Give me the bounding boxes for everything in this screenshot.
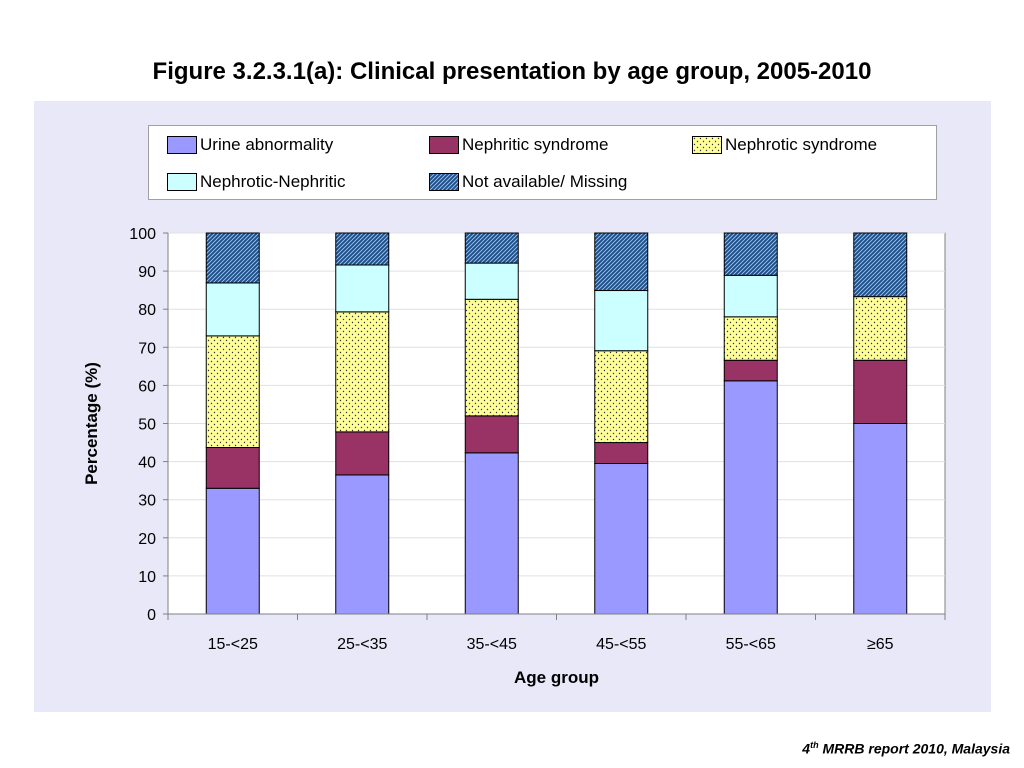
- legend-label: Nephritic syndrome: [462, 135, 609, 154]
- bar-segment-not-available-missing: [723, 232, 778, 276]
- legend-label: Nephrotic-Nephritic: [200, 172, 346, 191]
- bar-segment-urine-abnormality: [335, 474, 390, 615]
- x-tick-label: 55-<65: [726, 636, 776, 653]
- x-tick-label: 25-<35: [337, 636, 387, 653]
- x-tick-label: 35-<45: [467, 636, 517, 653]
- x-tick-label: 45-<55: [596, 636, 646, 653]
- bar-segment-urine-abnormality: [853, 423, 908, 615]
- bar-segment-nephrotic-syndrome: [335, 311, 390, 433]
- bar-segment-not-available-missing: [853, 232, 908, 298]
- bar-segment-nephritic-syndrome: [853, 359, 908, 424]
- bar-segment-nephritic-syndrome: [335, 431, 390, 476]
- bar-segment-urine-abnormality: [205, 487, 260, 615]
- page-title: Figure 3.2.3.1(a): Clinical presentation…: [152, 58, 872, 85]
- bar-segment-nephrotic-nephritic: [723, 274, 778, 318]
- bar-segment-nephrotic-nephritic: [205, 282, 260, 337]
- footer-ordinal-suffix: th: [810, 740, 819, 750]
- bar-segment-nephrotic-nephritic: [464, 262, 519, 300]
- bar-segment-nephrotic-syndrome: [464, 298, 519, 417]
- x-axis-label: Age group: [514, 668, 599, 687]
- legend-swatch-nephrotic-syndrome: [692, 136, 722, 154]
- bar-segment-nephritic-syndrome: [205, 447, 260, 489]
- bars: [205, 232, 908, 615]
- y-tick-label: 10: [138, 569, 156, 586]
- bar-segment-nephrotic-syndrome: [594, 350, 649, 444]
- bar-segment-not-available-missing: [464, 232, 519, 264]
- y-tick-label: 80: [138, 302, 156, 319]
- axes: 0 10 20 30 40 50 60 70 80 90 100 15-<25 25-<35 35-<45…: [129, 226, 946, 653]
- y-tick-label: 30: [138, 493, 156, 510]
- bar-segment-nephrotic-syndrome: [205, 335, 260, 449]
- grid-lines: [168, 232, 945, 577]
- bar-segment-nephrotic-nephritic: [594, 290, 649, 352]
- y-axis-label: Percentage (%): [82, 362, 101, 485]
- y-tick-label: 0: [147, 607, 156, 624]
- y-tick-label: 40: [138, 455, 156, 472]
- bar-segment-urine-abnormality: [723, 380, 778, 615]
- y-tick-label: 20: [138, 531, 156, 548]
- footer-ordinal: 4: [802, 740, 811, 757]
- bar-segment-nephrotic-nephritic: [335, 264, 390, 313]
- x-tick-label: 15-<25: [208, 636, 258, 653]
- legend-swatch-urine-abnormality: [167, 136, 197, 154]
- legend-swatch-nephrotic-nephritic: [167, 173, 197, 191]
- legend-item-not-available: Not available/ Missing: [429, 170, 627, 194]
- bar-segment-urine-abnormality: [464, 452, 519, 615]
- chart-legend: Urine abnormality Nephritic syndrome Nep…: [148, 125, 937, 200]
- legend-item-nephrotic-syndrome: Nephrotic syndrome: [692, 133, 877, 157]
- legend-swatch-not-available: [429, 173, 459, 191]
- y-tick-label: 50: [138, 417, 156, 434]
- legend-item-urine-abnormality: Urine abnormality: [167, 133, 333, 157]
- footer-text: MRRB report 2010, Malaysia: [818, 740, 1010, 757]
- y-tick-label: 60: [138, 378, 156, 395]
- bar-segment-not-available-missing: [594, 232, 649, 292]
- legend-item-nephrotic-nephritic: Nephrotic-Nephritic: [167, 170, 346, 194]
- bar-segment-nephritic-syndrome: [464, 415, 519, 454]
- y-tick-label: 70: [138, 340, 156, 357]
- legend-label: Urine abnormality: [200, 135, 334, 154]
- bar-segment-nephritic-syndrome: [594, 442, 649, 465]
- legend-label: Not available/ Missing: [462, 172, 628, 191]
- legend-swatch-nephritic-syndrome: [429, 136, 459, 154]
- legend-label: Nephrotic syndrome: [725, 135, 878, 154]
- bar-segment-not-available-missing: [205, 232, 260, 284]
- x-tick-label: ≥65: [867, 636, 894, 653]
- legend-item-nephritic-syndrome: Nephritic syndrome: [429, 133, 608, 157]
- bar-segment-not-available-missing: [335, 232, 390, 266]
- bar-segment-urine-abnormality: [594, 463, 649, 615]
- bar-segment-nephrotic-syndrome: [853, 296, 908, 361]
- bar-segment-nephrotic-syndrome: [723, 316, 778, 361]
- y-tick-label: 100: [129, 226, 156, 243]
- y-tick-label: 90: [138, 264, 156, 281]
- footer-source: 4th MRRB report 2010, Malaysia: [802, 740, 1010, 757]
- bar-segment-nephritic-syndrome: [723, 359, 778, 382]
